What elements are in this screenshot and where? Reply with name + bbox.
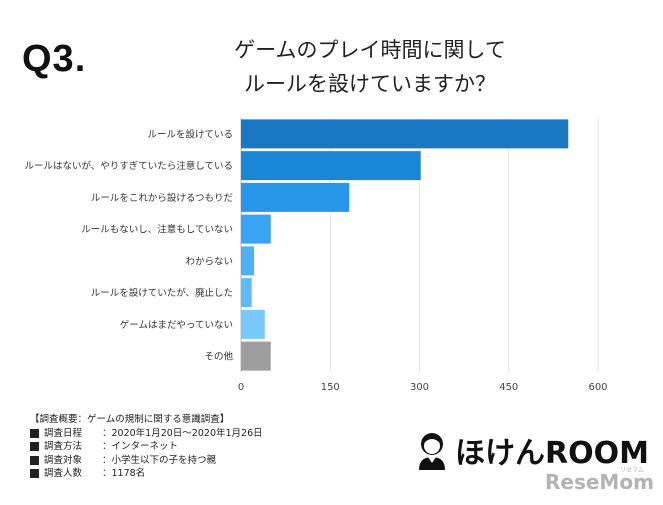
survey-label: 調査人数 <box>44 468 83 480</box>
bullet-square-icon <box>30 469 39 479</box>
survey-row: 調査日程 ：2020年1月20日〜2020年1月26日 <box>30 427 263 441</box>
resemom-logo-subtext: リセマム <box>620 467 645 474</box>
bar <box>241 246 255 276</box>
bar <box>241 278 252 308</box>
category-label: ルールをこれから設けるつもりだ <box>91 192 234 204</box>
category-label: わからない <box>185 256 233 267</box>
survey-row: 調査方法 ：インターネット <box>30 440 263 454</box>
survey-value: ：1178名 <box>102 468 146 480</box>
bullet-square-icon <box>30 442 39 452</box>
x-tick-label: 150 <box>321 382 340 393</box>
survey-label: 調査方法 <box>44 441 83 453</box>
category-label: ルールを設けていたが、廃止した <box>91 287 233 299</box>
survey-summary: 【調査概要：ゲームの規制に関する意識調査】 調査日程 ：2020年1月20日〜2… <box>30 413 263 481</box>
x-tick-label: 600 <box>588 382 607 393</box>
brand-name: ほけんROOM <box>455 436 649 471</box>
bar <box>241 151 421 181</box>
survey-value: ：インターネット <box>102 441 179 453</box>
bar <box>241 309 265 339</box>
survey-row: 調査対象 ：小学生以下の子を持つ親 <box>30 454 263 468</box>
bar <box>241 341 271 371</box>
bullet-square-icon <box>30 455 39 465</box>
survey-row: 調査人数 ：1178名 <box>30 467 263 481</box>
person-avatar-icon <box>419 433 445 470</box>
survey-label: 調査日程 <box>44 427 83 439</box>
survey-value: ：小学生以下の子を持つ親 <box>102 454 217 466</box>
survey-value: ：2020年1月20日〜2020年1月26日 <box>102 427 263 439</box>
bullet-square-icon <box>30 428 39 438</box>
resemom-logo: ReseMom <box>545 470 654 494</box>
bar <box>241 214 271 244</box>
x-tick-label: 0 <box>238 382 244 393</box>
question-number: Q3. <box>22 38 87 80</box>
survey-heading: 【調査概要：ゲームの規制に関する意識調査】 <box>30 414 230 425</box>
category-label: その他 <box>204 351 233 363</box>
category-label: ルールはないが、やりすぎていたら注意している <box>24 160 233 172</box>
x-tick-label: 450 <box>499 382 518 393</box>
category-label: ルールもないし、注意もしていない <box>81 224 233 236</box>
bar <box>241 119 569 149</box>
chart-title-line2: ルールを設けていますか？ <box>244 72 496 96</box>
category-label: ゲームはまだやっていない <box>120 319 233 331</box>
x-tick-label: 300 <box>410 382 429 393</box>
bar <box>241 182 350 212</box>
chart-title-line1: ゲームのプレイ時間に関して <box>234 38 506 62</box>
survey-label: 調査対象 <box>44 454 83 466</box>
category-label: ルールを設けている <box>147 128 233 140</box>
hoken-room-logo: ほけんROOM <box>415 428 649 472</box>
